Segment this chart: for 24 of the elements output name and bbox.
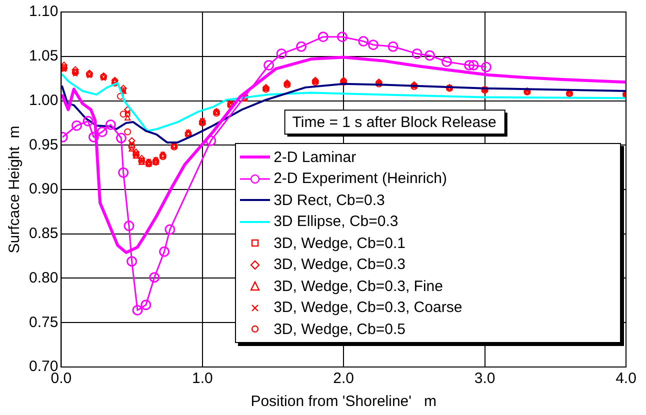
x-tick-label: 1.0: [192, 370, 213, 388]
legend-label: 3D, Wedge, Cb=0.1: [274, 234, 406, 252]
legend-label: 3D, Wedge, Cb=0.5: [274, 320, 406, 338]
y-tick-label: 0.95: [28, 136, 58, 154]
y-tick-label: 1.00: [28, 92, 58, 109]
y-tick-label: 0.80: [28, 269, 58, 286]
y-tick-label: 1.10: [28, 3, 58, 20]
annotation: Time = 1 s after Block Release: [292, 114, 496, 131]
x-tick-label: 3.0: [474, 370, 496, 388]
x-tick-label: 4.0: [616, 370, 636, 388]
legend-label: 3D, Wedge, Cb=0.3: [274, 256, 406, 274]
legend-label: 3D Rect, Cb=0.3: [274, 192, 385, 209]
x-axis-title: Position from 'Shoreline' m: [250, 393, 437, 410]
x-tick-label: 2.0: [333, 370, 354, 388]
y-axis-title: Surfcace Height m: [6, 126, 24, 254]
legend-label: 3D, Wedge, Cb=0.3, Coarse: [274, 299, 462, 316]
y-tick-label: 0.85: [28, 225, 58, 242]
legend-label: 2-D Experiment (Heinrich): [274, 170, 447, 188]
y-tick-label: 0.90: [28, 180, 58, 198]
y-tick-label: 1.05: [28, 48, 58, 65]
legend-label: 2-D Laminar: [274, 148, 356, 166]
y-tick-label: 0.75: [28, 314, 58, 331]
legend-label: 3D Ellipse, Cb=0.3: [274, 213, 398, 230]
legend-label: 3D, Wedge, Cb=0.3, Fine: [274, 278, 443, 295]
